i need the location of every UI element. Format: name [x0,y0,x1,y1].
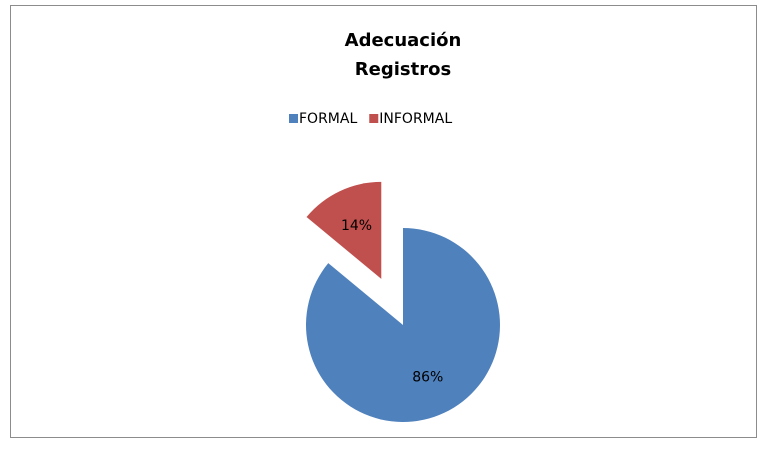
legend-label: FORMAL [299,111,357,127]
legend-swatch [289,114,298,123]
legend-swatch [369,114,379,123]
chart-frame [10,5,757,438]
pie-slice [306,181,382,279]
data-label: 86% [412,370,443,386]
pie-slice [306,228,501,422]
chart-title: Adecuación Registros [344,30,462,80]
legend-label: INFORMAL [379,111,452,127]
data-label: 14% [341,218,372,234]
